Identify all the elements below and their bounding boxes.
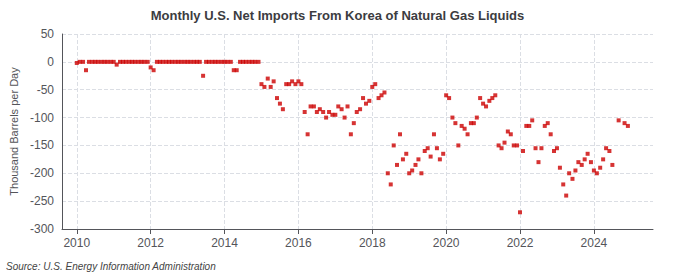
svg-text:2012: 2012 bbox=[137, 236, 164, 250]
svg-text:-150: -150 bbox=[30, 138, 54, 152]
svg-text:2010: 2010 bbox=[63, 236, 90, 250]
svg-text:Thousand Barrels per Day: Thousand Barrels per Day bbox=[8, 67, 20, 196]
svg-text:-100: -100 bbox=[30, 111, 54, 125]
svg-text:2018: 2018 bbox=[359, 236, 386, 250]
svg-text:2014: 2014 bbox=[211, 236, 238, 250]
svg-text:50: 50 bbox=[41, 27, 55, 41]
svg-text:Source: U.S. Energy Informatio: Source: U.S. Energy Information Administ… bbox=[6, 261, 216, 272]
svg-text:Monthly U.S. Net Imports From: Monthly U.S. Net Imports From Korea of N… bbox=[151, 8, 524, 23]
svg-text:-250: -250 bbox=[30, 194, 54, 208]
svg-text:0: 0 bbox=[47, 55, 54, 69]
svg-text:-200: -200 bbox=[30, 166, 54, 180]
svg-text:2020: 2020 bbox=[433, 236, 460, 250]
svg-text:2022: 2022 bbox=[507, 236, 534, 250]
svg-text:-50: -50 bbox=[37, 83, 55, 97]
svg-text:-300: -300 bbox=[30, 222, 54, 236]
svg-text:2024: 2024 bbox=[581, 236, 608, 250]
svg-text:2016: 2016 bbox=[285, 236, 312, 250]
